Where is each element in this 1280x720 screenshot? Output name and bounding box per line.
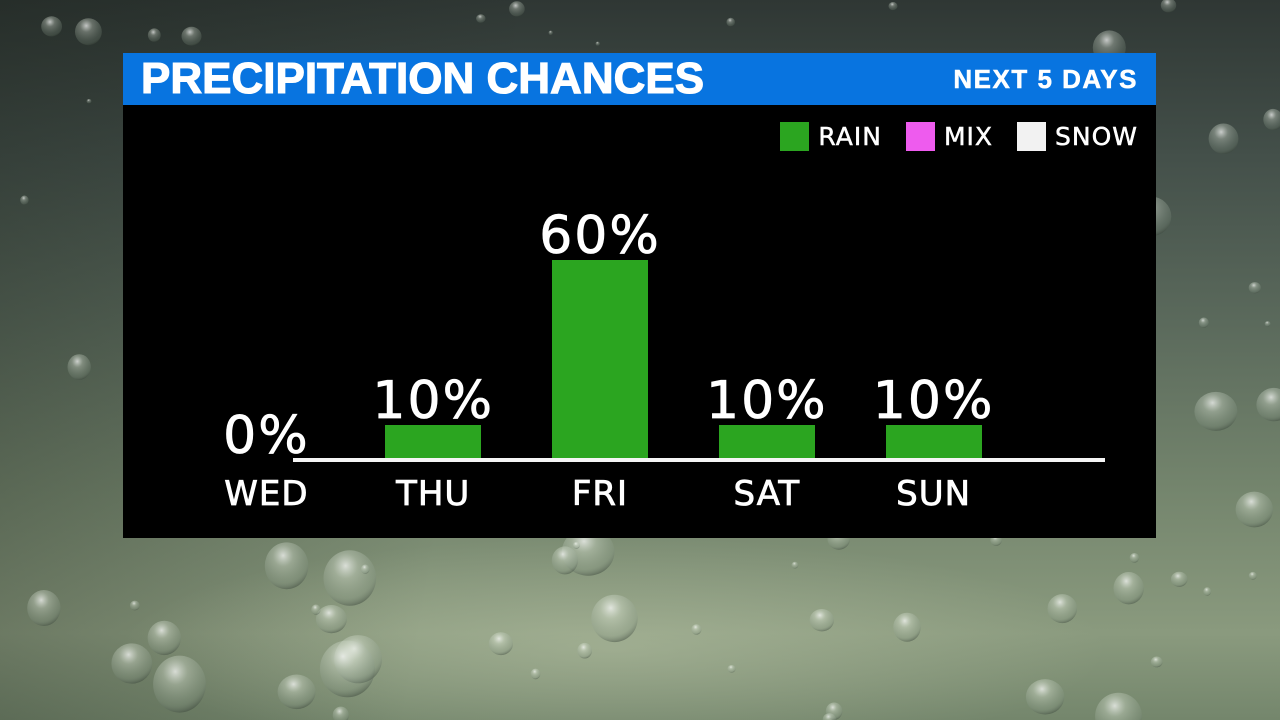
rain-bar: [718, 425, 815, 458]
chart-area: RAIN MIX SNOW 0% 10% 60% 10% 10% WED THU FRI SAT S…: [123, 105, 1156, 538]
rain-bar: [385, 425, 482, 458]
bar-value-label: 10%: [372, 371, 494, 432]
day-labels-row: WED THU FRI SAT SUN: [183, 474, 1017, 514]
bar-value-label: 10%: [872, 371, 995, 432]
legend-label: MIX: [943, 122, 994, 151]
legend-swatch-mix: [905, 122, 935, 151]
bar-value-label: 0%: [223, 406, 310, 467]
day-label-wed: WED: [224, 474, 309, 514]
panel-title: PRECIPITATION CHANCES: [140, 54, 705, 103]
bar-value-label: 60%: [539, 206, 661, 267]
rain-bar: [551, 260, 648, 458]
forecast-range-label: NEXT 5 DAYS: [953, 64, 1138, 94]
day-label-thu: THU: [396, 474, 471, 514]
bar-column-wed: 0%: [183, 105, 350, 464]
day-label-sun: SUN: [896, 474, 972, 514]
day-label-fri: FRI: [571, 474, 629, 514]
legend-label: RAIN: [818, 122, 882, 151]
rain-bar: [885, 425, 982, 458]
panel-header: PRECIPITATION CHANCES NEXT 5 DAYS: [123, 53, 1156, 105]
bars-row: 0% 10% 60% 10% 10%: [183, 105, 1017, 464]
bar-value-label: 10%: [706, 371, 828, 432]
bar-column-thu: 10%: [350, 105, 517, 458]
precipitation-panel: PRECIPITATION CHANCES NEXT 5 DAYS RAIN MI…: [123, 53, 1156, 538]
day-label-sat: SAT: [733, 474, 801, 514]
chart-legend: RAIN MIX SNOW: [780, 122, 1138, 151]
legend-swatch-snow: [1017, 122, 1047, 151]
legend-item-rain: RAIN: [780, 122, 882, 151]
baseline-axis: [293, 458, 1105, 462]
bar-column-sun: 10%: [850, 105, 1017, 458]
legend-label: SNOW: [1055, 122, 1138, 151]
legend-item-snow: SNOW: [1017, 122, 1138, 151]
legend-item-mix: MIX: [905, 122, 994, 151]
bar-column-sat: 10%: [683, 105, 850, 458]
legend-swatch-rain: [780, 122, 810, 151]
bar-column-fri: 60%: [517, 105, 684, 458]
